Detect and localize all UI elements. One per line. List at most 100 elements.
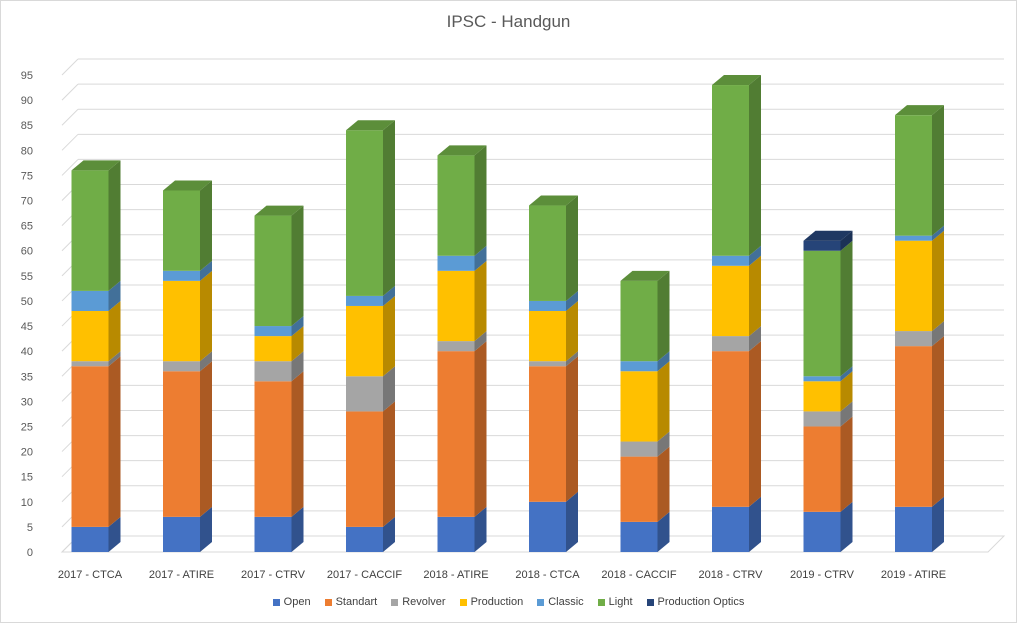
y-tick-label: 15 [21, 472, 33, 484]
legend-label: Classic [548, 596, 584, 608]
bar-revolver-side [749, 326, 761, 352]
legend-item-classic: Classic [537, 596, 584, 608]
bar-revolver [437, 341, 475, 352]
bar-standart-side [932, 336, 944, 507]
legend-item-open: Open [272, 596, 311, 608]
x-tick-label: 2017 - CTRV [241, 569, 306, 581]
legend-label: Production [470, 596, 524, 608]
bar-classic [620, 361, 658, 372]
bar-open [620, 521, 658, 552]
gridline-depth [61, 133, 79, 151]
bar-standart [254, 381, 292, 517]
bar-classic-side [932, 225, 944, 241]
bar-standart [529, 366, 566, 502]
bar-production [712, 265, 749, 337]
bar-light [803, 250, 841, 377]
bar-standart-side [200, 361, 212, 517]
y-tick-label: 65 [21, 221, 33, 233]
bar-light [895, 115, 932, 236]
bar-production [254, 336, 292, 362]
bar-production-optics [803, 240, 841, 251]
y-tick-label: 50 [21, 296, 33, 308]
bar-light [254, 215, 292, 327]
bar-open [895, 506, 932, 552]
bar-revolver [620, 441, 658, 457]
y-tick-label: 70 [21, 196, 33, 208]
bar-light-side [932, 105, 944, 236]
bar-revolver-side [108, 351, 121, 367]
bar-light-top [529, 195, 578, 206]
bar-standart-side [291, 371, 304, 517]
bar-light-side [383, 120, 395, 296]
bar-classic-side [291, 316, 304, 337]
legend-swatch [272, 598, 280, 606]
y-tick-label: 0 [27, 547, 33, 559]
bar-production-side [932, 230, 944, 332]
bar-classic [529, 300, 566, 311]
legend-label: Standart [335, 596, 378, 608]
bar-open [163, 516, 200, 552]
bar-light-side [566, 195, 578, 301]
bar-classic-side [840, 366, 853, 382]
bar-classic-side [474, 245, 487, 271]
bar-standart-side [840, 416, 853, 512]
bar-standart [803, 426, 841, 512]
chart-title: IPSC - Handgun [446, 12, 571, 31]
bar-light-side [291, 205, 304, 327]
bar-revolver [712, 336, 749, 352]
bar-production [437, 270, 475, 342]
x-tick-label: 2018 - ATIRE [423, 569, 488, 581]
bar-revolver [529, 361, 566, 367]
legend-item-standart: Standart [324, 596, 378, 608]
y-tick-label: 30 [21, 396, 33, 408]
legend-item-light: Light [597, 596, 633, 608]
bar-revolver [895, 331, 932, 347]
bar-open-side [383, 516, 395, 552]
bar-open-side [566, 491, 578, 552]
bar-production [346, 305, 383, 377]
bar-classic-side [200, 260, 212, 281]
gridline-depth [61, 58, 79, 76]
bar-light-top [895, 105, 944, 116]
x-tick-label: 2018 - CTCA [515, 569, 580, 581]
bar-classic-side [657, 351, 670, 372]
bar-standart-side [566, 356, 578, 502]
bar-production-side [566, 300, 578, 362]
bar-standart [712, 351, 749, 507]
x-tick-label: 2019 - CTRV [790, 569, 855, 581]
bar-classic [803, 376, 841, 382]
bar-open-side [200, 506, 212, 552]
x-tick-label: 2017 - ATIRE [149, 569, 214, 581]
gridline-depth [61, 83, 79, 101]
bar-production [803, 381, 841, 412]
bar-production [895, 240, 932, 332]
bar-light [163, 190, 200, 271]
chart-legend: Open Standart Revolver Production Classic Lig… [0, 596, 1017, 608]
bar-classic-side [383, 285, 395, 306]
bar-revolver [346, 376, 383, 412]
bar-light-top [346, 120, 395, 131]
legend-label: Revolver [402, 596, 446, 608]
bar-open [71, 526, 109, 552]
bar-production-side [840, 371, 853, 412]
y-tick-label: 35 [21, 371, 33, 383]
y-tick-label: 55 [21, 271, 33, 283]
bar-production-side [383, 295, 395, 377]
legend-swatch [459, 598, 467, 606]
bar-standart-side [383, 401, 395, 527]
x-tick-label: 2018 - CACCIF [601, 569, 676, 581]
bar-production-optics-top [803, 230, 853, 241]
legend-swatch [646, 598, 654, 606]
legend-label: Light [608, 596, 633, 608]
bar-light-top [437, 145, 487, 156]
gridline-depth [61, 108, 79, 126]
bar-revolver-side [566, 351, 578, 367]
bar-light-top [712, 75, 761, 86]
x-tick-label: 2019 - ATIRE [881, 569, 946, 581]
bar-production [71, 310, 109, 362]
y-tick-label: 85 [21, 120, 33, 132]
legend-label: Open [283, 596, 311, 608]
y-tick-label: 5 [27, 522, 33, 534]
bar-open-side [749, 496, 761, 552]
bar-light-side [840, 240, 853, 377]
